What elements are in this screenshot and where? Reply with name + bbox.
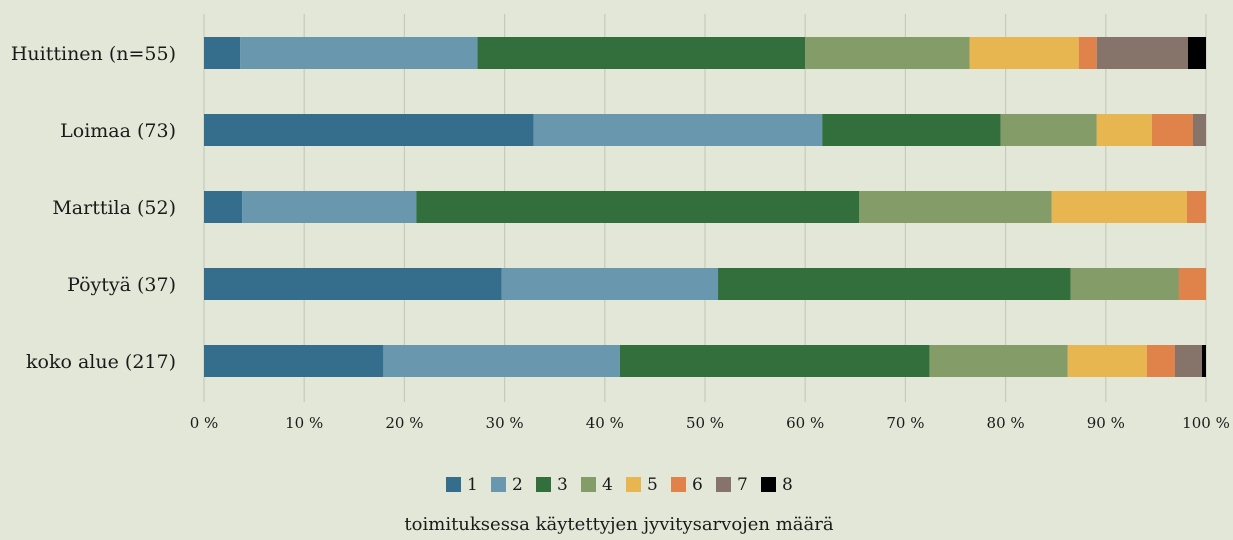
bar-segment <box>204 114 534 146</box>
bar-segment <box>383 345 620 377</box>
bar-segment <box>204 345 384 377</box>
legend-swatch <box>626 477 641 492</box>
bars <box>204 37 1206 377</box>
category-label: Huittinen (n=55) <box>11 43 176 65</box>
bar-segment <box>1051 191 1187 223</box>
legend-swatch <box>536 477 551 492</box>
x-tick-label: 30 % <box>486 414 524 432</box>
x-tick-label: 70 % <box>886 414 924 432</box>
legend-label: 7 <box>737 475 748 495</box>
bar-segment <box>1067 345 1147 377</box>
legend-swatch <box>716 477 731 492</box>
bar-segment <box>718 268 1071 300</box>
x-tick-label: 100 % <box>1182 414 1230 432</box>
bar-segment <box>1174 345 1202 377</box>
bar-segment <box>929 345 1068 377</box>
bar-segment <box>204 268 502 300</box>
legend-swatch <box>761 477 776 492</box>
legend-label: 5 <box>647 475 658 495</box>
bar-segment <box>1151 114 1193 146</box>
legend: 1 2 3 4 5 6 7 8 <box>446 475 793 495</box>
legend-label: 2 <box>512 475 523 495</box>
bar-segment <box>240 37 478 69</box>
legend-label: 4 <box>602 475 613 495</box>
x-tick-label: 90 % <box>1087 414 1125 432</box>
bar-segment <box>1146 345 1175 377</box>
x-tick-label: 10 % <box>285 414 323 432</box>
legend-swatch <box>581 477 596 492</box>
legend-label: 6 <box>692 475 703 495</box>
bar-segment <box>805 37 970 69</box>
bar-segment <box>1070 268 1179 300</box>
category-labels: Huittinen (n=55) Loimaa (73) Marttila (52)… <box>11 43 176 373</box>
x-tick-label: 20 % <box>385 414 423 432</box>
bar-segment <box>1192 114 1206 146</box>
bar-segment <box>1201 345 1206 377</box>
bar-segment <box>1186 191 1206 223</box>
bar-segment <box>1000 114 1097 146</box>
bar-segment <box>242 191 417 223</box>
x-tick-label: 80 % <box>987 414 1025 432</box>
legend-label: 3 <box>557 475 568 495</box>
category-label: Pöytyä (37) <box>67 274 176 296</box>
category-label: Loimaa (73) <box>60 120 176 142</box>
bar-segment <box>501 268 719 300</box>
legend-title: toimituksessa käytettyjen jyvitysarvojen… <box>404 514 833 535</box>
legend-label: 1 <box>467 475 478 495</box>
bar-segment <box>416 191 860 223</box>
bar-segment <box>477 37 806 69</box>
bar-segment <box>204 37 241 69</box>
x-tick-label: 0 % <box>190 414 219 432</box>
bar-segment <box>822 114 1001 146</box>
legend-label: 8 <box>782 475 793 495</box>
category-label: Marttila (52) <box>52 197 176 219</box>
x-tick-label: 40 % <box>586 414 624 432</box>
category-label: koko alue (217) <box>26 351 176 373</box>
bar-segment <box>1096 114 1152 146</box>
x-tick-label: 50 % <box>686 414 724 432</box>
bar-segment <box>1187 37 1206 69</box>
bar-segment <box>533 114 823 146</box>
bar-segment <box>204 191 243 223</box>
x-tick-label: 60 % <box>786 414 824 432</box>
bar-segment <box>619 345 930 377</box>
bar-segment <box>1096 37 1188 69</box>
bar-segment <box>969 37 1079 69</box>
bar-segment <box>1178 268 1206 300</box>
legend-swatch <box>491 477 506 492</box>
bar-segment <box>859 191 1052 223</box>
x-tick-labels: 0 % 10 % 20 % 30 % 40 % 50 % 60 % 70 % 80 % 90 % 1… <box>190 414 1230 432</box>
bar-segment <box>1078 37 1097 69</box>
legend-swatch <box>446 477 461 492</box>
legend-swatch <box>671 477 686 492</box>
